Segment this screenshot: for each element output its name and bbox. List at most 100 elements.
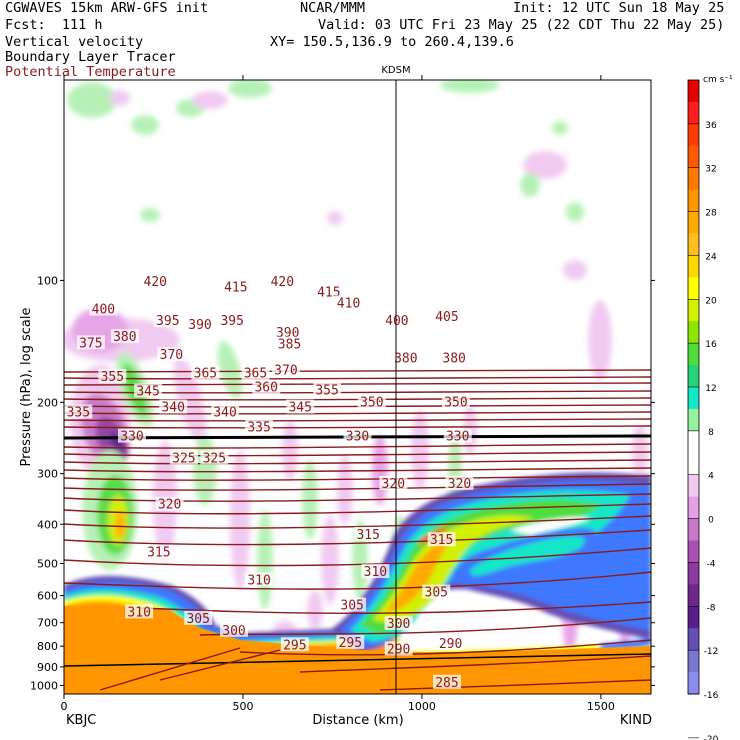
theta-label: 380 xyxy=(113,330,136,345)
theta-label: 410 xyxy=(337,296,360,311)
theta-label: 305 xyxy=(186,612,209,627)
theta-label-bg xyxy=(275,336,304,351)
theta-label: 345 xyxy=(136,384,159,399)
colorbar-swatch xyxy=(688,430,699,454)
theta-label-bg xyxy=(134,383,163,398)
theta-label: 400 xyxy=(92,303,115,318)
colorbar-label: -16 xyxy=(704,691,719,701)
colorbar-swatch xyxy=(688,321,699,344)
theta-label: 350 xyxy=(360,395,383,410)
y-tick-label: 600 xyxy=(37,590,58,603)
x-tick-label: 0 xyxy=(61,700,68,713)
y-tick-label: 800 xyxy=(37,640,58,653)
theta-label: 405 xyxy=(435,310,458,325)
colorbar-swatch xyxy=(688,255,699,278)
theta-label-bg xyxy=(432,308,461,323)
init-label: Init: 12 UTC Sun 18 May 25 xyxy=(513,0,725,16)
theta-label: 320 xyxy=(448,477,471,492)
theta-label: 310 xyxy=(364,565,387,580)
theta-label: 285 xyxy=(435,676,458,691)
theta-label-bg xyxy=(76,335,105,350)
theta-label: 315 xyxy=(356,528,379,543)
colorbar-label: 0 xyxy=(708,516,714,526)
colorbar-swatch xyxy=(688,672,699,695)
theta-label: 420 xyxy=(144,275,167,290)
colorbar-swatch xyxy=(688,562,699,585)
valid-time: Valid: 03 UTC Fri 23 May 25 (22 CDT Thu … xyxy=(318,17,725,33)
colorbar-label: 32 xyxy=(705,165,716,175)
x-axis-title: Distance (km) xyxy=(312,713,403,728)
y-axis: 100 200 300 400 500 600 700 800 900 1000 xyxy=(30,274,655,692)
theta-label-bg xyxy=(422,584,451,599)
theta-label: 385 xyxy=(278,338,301,353)
colorbar-swatch xyxy=(688,496,699,520)
theta-label: 330 xyxy=(446,430,469,445)
theta-label: 295 xyxy=(283,638,306,653)
colorbar-label: 36 xyxy=(705,121,717,131)
colorbar-label: -12 xyxy=(704,647,719,657)
theta-label: 340 xyxy=(161,401,184,416)
theta-label-bg xyxy=(144,544,173,559)
theta-label: 345 xyxy=(288,401,311,416)
y-tick-label: 300 xyxy=(37,468,58,481)
colorbar-label: -8 xyxy=(707,603,716,613)
theta-label-bg xyxy=(218,313,247,328)
colorbar-swatch xyxy=(688,540,699,563)
theta-label: 305 xyxy=(340,599,363,614)
theta-label-bg xyxy=(221,279,250,294)
colorbar-swatch xyxy=(688,343,699,366)
theta-label: 325 xyxy=(203,451,226,466)
colorbar-swatch xyxy=(688,80,699,103)
theta-label: 420 xyxy=(271,275,294,290)
y-tick-label: 700 xyxy=(37,617,58,630)
theta-label: 290 xyxy=(387,642,410,657)
theta-label: 320 xyxy=(158,498,181,513)
theta-label-bg xyxy=(357,394,386,409)
colorbar-swatch xyxy=(688,474,699,498)
colorbar: 36 32 28 24 20 16 12 8 4 0 -4 -8 -12 -16 -20 xyxy=(687,79,719,740)
colorbar-swatch xyxy=(688,628,699,651)
colorbar-label: -20 xyxy=(704,735,719,740)
colorbar-label: 8 xyxy=(708,428,714,438)
theta-label-bg xyxy=(436,635,465,650)
theta-label-bg xyxy=(252,379,281,394)
colorbar-swatch xyxy=(688,606,699,629)
theta-label: 330 xyxy=(120,430,143,445)
theta-label-bg xyxy=(184,610,213,625)
theta-label-bg xyxy=(169,450,198,465)
colorbar-label: 16 xyxy=(705,340,717,350)
terrain xyxy=(64,606,651,694)
theta-label: 335 xyxy=(67,406,90,421)
theta-label-bg xyxy=(391,350,420,365)
theta-label: 300 xyxy=(222,624,245,639)
theta-label-bg xyxy=(110,329,139,344)
theta-label-bg xyxy=(200,450,229,465)
theta-label-bg xyxy=(268,274,297,289)
colorbar-label: 20 xyxy=(705,296,717,306)
theta-label-bg xyxy=(286,399,315,414)
theta-label: 380 xyxy=(394,352,417,367)
theta-label-bg xyxy=(361,564,390,579)
colorbar-swatch xyxy=(688,277,699,300)
station-left: KBJC xyxy=(66,713,96,728)
theta-label-bg xyxy=(440,350,469,365)
theta-label-bg xyxy=(64,404,93,419)
colorbar-swatch xyxy=(688,299,699,322)
station-right: KIND xyxy=(620,713,652,728)
theta-label-bg xyxy=(36,374,64,388)
theta-label: 355 xyxy=(315,384,338,399)
theta-label: 305 xyxy=(425,586,448,601)
theta-label: 330 xyxy=(346,430,369,445)
colorbar-swatch xyxy=(688,650,699,673)
colorbar-label: 24 xyxy=(705,252,717,262)
colorbar-swatch xyxy=(688,365,699,388)
theta-label: 320 xyxy=(382,477,405,492)
theta-label-bg xyxy=(241,365,270,380)
theta-label-bg xyxy=(125,604,154,619)
colorbar-swatch xyxy=(688,233,699,256)
theta-label-bg xyxy=(382,313,411,328)
colorbar-label: 28 xyxy=(705,209,717,219)
theta-label: 400 xyxy=(385,314,408,329)
theta-label-bg xyxy=(334,295,363,310)
x-tick-label: 500 xyxy=(232,700,253,713)
